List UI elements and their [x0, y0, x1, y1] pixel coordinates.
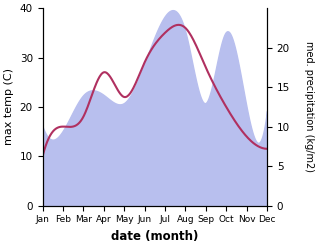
X-axis label: date (month): date (month)	[111, 230, 198, 243]
Y-axis label: med. precipitation (kg/m2): med. precipitation (kg/m2)	[304, 41, 314, 172]
Y-axis label: max temp (C): max temp (C)	[4, 68, 14, 145]
